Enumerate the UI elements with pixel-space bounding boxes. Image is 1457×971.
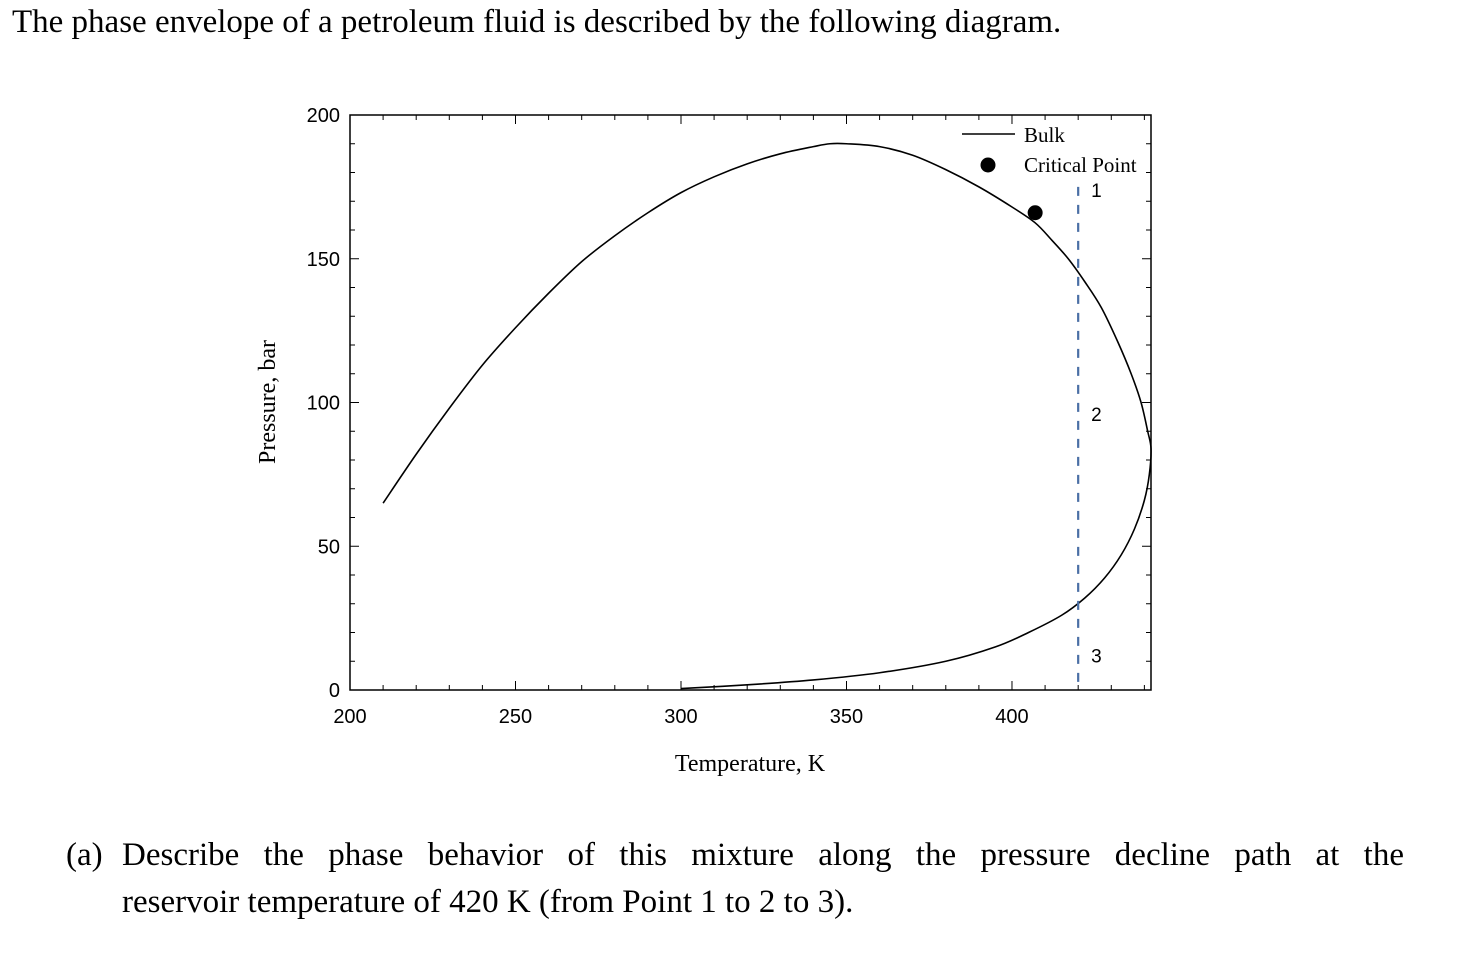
- y-tick-label: 50: [318, 536, 340, 558]
- path-point-label-2: 2: [1091, 405, 1102, 426]
- curve-layer: [382, 142, 1152, 690]
- x-tick-label: 200: [333, 706, 366, 728]
- critical-point-marker: [1027, 205, 1043, 221]
- intro-text: The phase envelope of a petroleum fluid …: [12, 4, 1062, 40]
- question-prefix: (a): [66, 837, 103, 873]
- y-axis-title: Pressure, bar: [255, 340, 281, 464]
- path-layer: 1 2 3: [1077, 181, 1102, 690]
- y-tick-label: 200: [307, 105, 340, 127]
- question-line-2: reservoir temperature of 420 K (from Poi…: [122, 884, 854, 920]
- path-point-label-1: 1: [1091, 181, 1102, 202]
- legend-label-critical-point: Critical Point: [1024, 153, 1137, 177]
- x-tick-label: 350: [830, 706, 863, 728]
- plot-frame: [349, 114, 1152, 691]
- x-tick-label: 300: [664, 706, 697, 728]
- legend: Bulk Critical Point: [962, 123, 1137, 177]
- legend-dot-icon: [980, 157, 996, 173]
- y-tick-label: 150: [307, 249, 340, 271]
- series-bulk-line: [382, 142, 1152, 690]
- y-tick-label: 100: [307, 393, 340, 415]
- phase-envelope-chart: 200 250 300 350 400 0 50 100 150 200 1 2 3 Bulk Crit…: [255, 105, 1152, 777]
- question: (a) Describe the phase behavior of this …: [66, 832, 1404, 926]
- x-tick-label: 250: [499, 706, 532, 728]
- y-tick-label: 0: [329, 680, 340, 702]
- path-point-label-3: 3: [1091, 647, 1102, 668]
- legend-label-bulk: Bulk: [1024, 123, 1065, 147]
- x-tick-label: 400: [995, 706, 1028, 728]
- question-line-1: Describe the phase behavior of this mixt…: [122, 837, 1404, 873]
- x-axis-title: Temperature, K: [675, 751, 826, 777]
- axes-layer: 200 250 300 350 400 0 50 100 150 200: [307, 105, 1152, 728]
